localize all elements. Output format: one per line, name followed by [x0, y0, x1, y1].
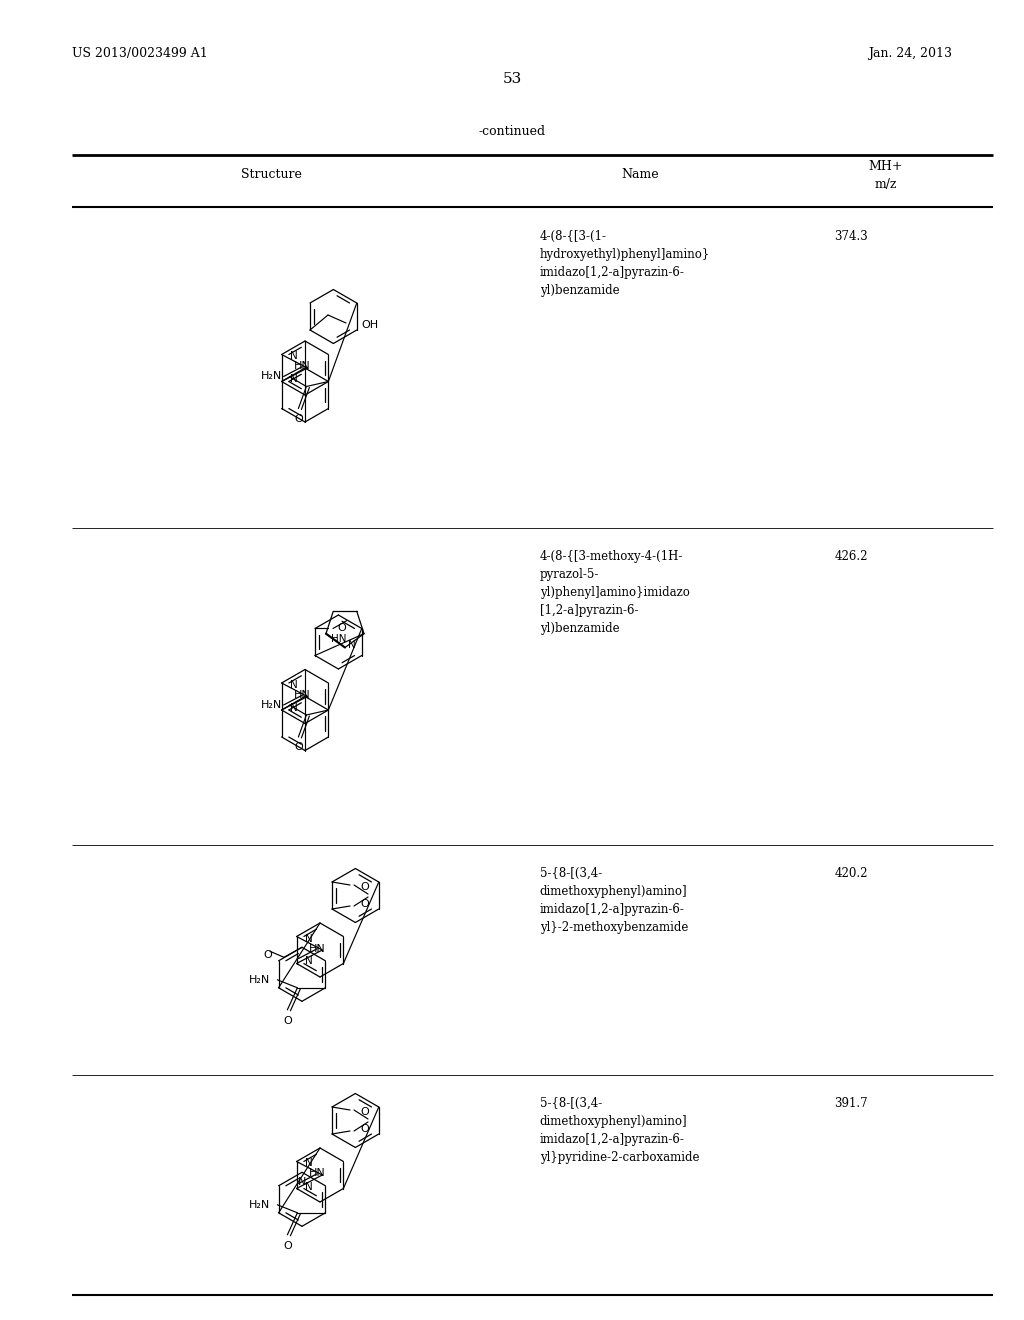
- Text: H₂N: H₂N: [249, 1200, 270, 1210]
- Text: O: O: [360, 899, 369, 909]
- Text: N: N: [290, 704, 297, 713]
- Text: MH+: MH+: [868, 160, 903, 173]
- Text: O: O: [360, 1107, 369, 1117]
- Text: O: O: [294, 742, 303, 752]
- Text: Jan. 24, 2013: Jan. 24, 2013: [868, 48, 952, 59]
- Text: HN: HN: [294, 690, 310, 700]
- Text: N: N: [298, 1177, 306, 1187]
- Text: N: N: [304, 933, 312, 944]
- Text: m/z: m/z: [874, 178, 897, 191]
- Text: 4-(8-{[3-(1-
hydroxyethyl)phenyl]amino}
imidazo[1,2-a]pyrazin-6-
yl)benzamide: 4-(8-{[3-(1- hydroxyethyl)phenyl]amino} …: [540, 230, 710, 297]
- Text: 4-(8-{[3-methoxy-4-(1H-
pyrazol-5-
yl)phenyl]amino}imidazo
[1,2-a]pyrazin-6-
yl): 4-(8-{[3-methoxy-4-(1H- pyrazol-5- yl)ph…: [540, 550, 689, 635]
- Text: O: O: [283, 1241, 292, 1251]
- Text: Name: Name: [622, 168, 658, 181]
- Text: HN: HN: [294, 362, 310, 371]
- Text: HN: HN: [331, 634, 346, 644]
- Text: N: N: [304, 957, 312, 966]
- Text: Structure: Structure: [241, 168, 302, 181]
- Text: HN: HN: [308, 944, 326, 953]
- Text: N: N: [290, 375, 297, 384]
- Text: 426.2: 426.2: [835, 550, 868, 564]
- Text: 391.7: 391.7: [835, 1097, 868, 1110]
- Text: 420.2: 420.2: [835, 867, 868, 880]
- Text: H₂N: H₂N: [261, 700, 283, 710]
- Text: OH: OH: [361, 319, 378, 330]
- Text: O: O: [360, 1125, 369, 1134]
- Text: N: N: [304, 1181, 312, 1192]
- Text: N: N: [304, 1159, 312, 1168]
- Text: -continued: -continued: [478, 125, 546, 139]
- Text: H₂N: H₂N: [249, 974, 270, 985]
- Text: O: O: [337, 623, 346, 634]
- Text: 5-{8-[(3,4-
dimethoxyphenyl)amino]
imidazo[1,2-a]pyrazin-6-
yl}-2-methoxybenzami: 5-{8-[(3,4- dimethoxyphenyl)amino] imida…: [540, 867, 688, 935]
- Text: US 2013/0023499 A1: US 2013/0023499 A1: [72, 48, 208, 59]
- Text: H₂N: H₂N: [261, 371, 283, 381]
- Text: O: O: [283, 1016, 292, 1026]
- Text: O: O: [360, 882, 369, 892]
- Text: 53: 53: [503, 73, 521, 86]
- Text: N: N: [290, 680, 297, 690]
- Text: 5-{8-[(3,4-
dimethoxyphenyl)amino]
imidazo[1,2-a]pyrazin-6-
yl}pyridine-2-carbox: 5-{8-[(3,4- dimethoxyphenyl)amino] imida…: [540, 1097, 699, 1164]
- Text: O: O: [263, 950, 272, 960]
- Text: N: N: [290, 351, 297, 362]
- Text: 374.3: 374.3: [835, 230, 868, 243]
- Text: HN: HN: [308, 1168, 326, 1179]
- Text: N: N: [348, 639, 355, 649]
- Text: O: O: [294, 413, 303, 424]
